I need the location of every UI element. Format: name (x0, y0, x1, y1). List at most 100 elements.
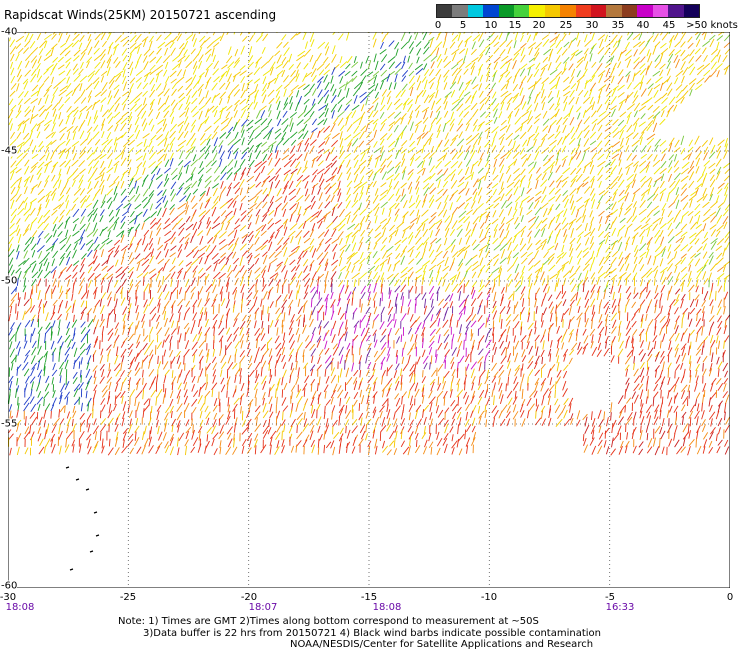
wind-barb (311, 223, 316, 231)
wind-barb (129, 356, 136, 365)
wind-barb (92, 199, 99, 209)
wind-barb (506, 181, 515, 189)
wind-barb (365, 55, 370, 64)
wind-barb (605, 102, 610, 111)
wind-barb (297, 284, 301, 294)
wind-barb (416, 48, 422, 56)
wind-barb (344, 104, 350, 111)
wind-barb (612, 175, 619, 183)
wind-barb (485, 41, 494, 49)
wind-barb (262, 291, 268, 300)
wind-barb (192, 38, 197, 47)
wind-barb (542, 118, 550, 126)
wind-barb (506, 223, 510, 231)
wind-barb (522, 139, 528, 147)
wind-barb (659, 140, 667, 147)
wind-barb (702, 311, 705, 322)
wind-barb (276, 327, 279, 336)
wind-barb (547, 324, 552, 335)
wind-barb (219, 91, 227, 99)
wind-barb (149, 349, 154, 357)
wind-barb (675, 96, 684, 104)
wind-barb (724, 48, 730, 55)
wind-barb (198, 319, 201, 327)
wind-barb (85, 111, 90, 119)
wind-barb (108, 104, 115, 113)
wind-barb (240, 283, 245, 294)
wind-barb (589, 290, 595, 299)
wind-barb (416, 80, 422, 91)
wind-barb (148, 32, 151, 34)
wind-barb (128, 303, 132, 313)
wind-barb (78, 42, 83, 50)
wind-barb (359, 131, 365, 140)
wind-barb (395, 303, 398, 314)
wind-barb (254, 320, 257, 329)
wind-barb (561, 68, 567, 75)
wind-barb (87, 46, 93, 55)
wind-barb (451, 283, 459, 293)
wind-barb (484, 172, 488, 181)
wind-barb (606, 90, 613, 97)
wind-barb (549, 204, 554, 211)
wind-barb (281, 306, 285, 314)
wind-barb (290, 145, 296, 154)
wind-barb (428, 340, 435, 348)
wind-barb (255, 150, 261, 160)
wind-barb (463, 55, 466, 63)
wind-barb (576, 151, 582, 160)
wind-barb (226, 327, 231, 335)
wind-barb (212, 183, 219, 189)
wind-barb (415, 316, 421, 323)
wind-barb (9, 123, 13, 131)
wind-barb (625, 181, 634, 188)
wind-barb (380, 158, 387, 167)
wind-barb (428, 137, 432, 145)
wind-barb (421, 76, 427, 83)
wind-barb (58, 168, 62, 176)
wind-barb (653, 167, 661, 175)
wind-barb (295, 101, 300, 112)
wind-barb (289, 131, 298, 139)
wind-barb (388, 209, 392, 217)
wind-barb (30, 298, 32, 308)
wind-barb (220, 264, 226, 271)
wind-barb (44, 94, 49, 104)
wind-barb (198, 153, 205, 161)
wind-barb (456, 195, 462, 203)
wind-barb (92, 315, 97, 323)
wind-barb (29, 260, 37, 266)
wind-barb (338, 257, 343, 267)
wind-barb (577, 138, 581, 147)
wind-barb (150, 248, 155, 258)
wind-barb (501, 286, 505, 294)
wind-barb (639, 229, 646, 237)
wind-barb (541, 172, 547, 181)
wind-barb (192, 265, 198, 273)
wind-barb (22, 310, 26, 321)
wind-barb (347, 223, 356, 230)
wind-barb (25, 350, 31, 357)
wind-barb (401, 237, 408, 244)
wind-barb (156, 34, 162, 42)
wind-barb (562, 124, 567, 134)
wind-barb (463, 245, 471, 252)
wind-barb (493, 229, 497, 238)
wind-barb (704, 75, 711, 83)
wind-barb (44, 163, 49, 173)
wind-barb (284, 257, 289, 266)
wind-barb (296, 194, 304, 203)
wind-barb (113, 217, 120, 224)
wind-barb (178, 333, 182, 343)
wind-barb (394, 285, 401, 293)
wind-barb (429, 172, 436, 180)
wind-barb (51, 164, 57, 174)
wind-barb (65, 234, 72, 244)
wind-barb (44, 160, 53, 167)
wind-barb (58, 150, 65, 159)
wind-barb (612, 278, 615, 287)
wind-barb (493, 41, 500, 48)
wind-barb (610, 240, 619, 246)
wind-barb (683, 328, 688, 336)
wind-barb (443, 311, 448, 322)
